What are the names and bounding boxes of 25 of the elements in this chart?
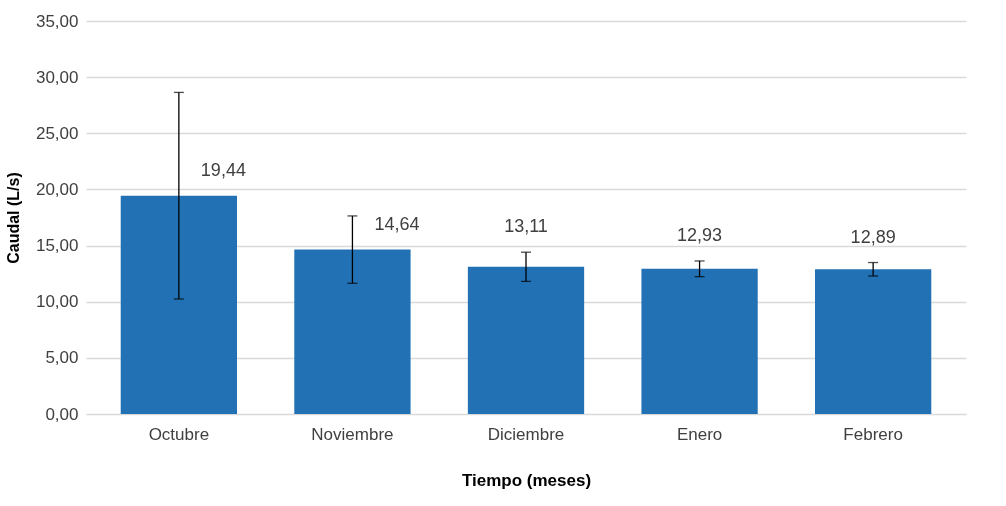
x-tick-label: Febrero bbox=[843, 424, 903, 444]
data-label: 19,44 bbox=[200, 159, 246, 180]
data-label: 12,89 bbox=[850, 226, 896, 247]
y-tick-label: 20,00 bbox=[35, 179, 79, 199]
y-tick-label: 10,00 bbox=[35, 292, 79, 312]
data-label: 14,64 bbox=[374, 213, 420, 234]
data-label: 13,11 bbox=[504, 216, 548, 237]
bar bbox=[814, 269, 932, 414]
y-axis-title: Caudal (L/s) bbox=[4, 172, 22, 264]
y-tick-label: 5,00 bbox=[45, 348, 79, 368]
x-tick-label: Enero bbox=[676, 424, 723, 444]
y-tick-label: 0,00 bbox=[45, 404, 79, 424]
data-label: 12,93 bbox=[677, 224, 723, 245]
x-tick-label: Diciembre bbox=[487, 424, 565, 444]
bar bbox=[120, 195, 238, 414]
y-tick-label: 30,00 bbox=[35, 67, 79, 87]
bar bbox=[294, 249, 411, 414]
bar bbox=[641, 268, 758, 414]
bar bbox=[467, 266, 585, 414]
x-tick-label: Noviembre bbox=[311, 424, 394, 444]
y-tick-label: 25,00 bbox=[35, 123, 79, 143]
x-axis-title: Tiempo (meses) bbox=[461, 470, 592, 490]
y-tick-label: 15,00 bbox=[35, 236, 79, 256]
y-tick-label: 35,00 bbox=[35, 11, 79, 31]
x-tick-label: Octubre bbox=[148, 424, 210, 444]
